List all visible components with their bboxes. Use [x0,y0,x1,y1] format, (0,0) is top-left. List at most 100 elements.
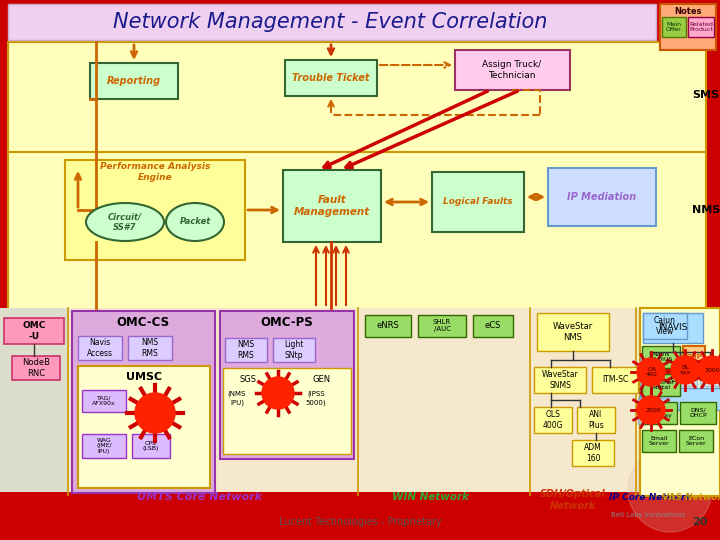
Bar [673,358,697,386]
Text: 5000): 5000) [306,400,326,406]
Text: GEN: GEN [313,375,331,384]
Bar [683,346,705,368]
Text: NodeB
RNC: NodeB RNC [22,359,50,377]
Text: Main
Offer: Main Offer [666,22,682,32]
Text: Logical Faults: Logical Faults [444,198,513,206]
Text: 20: 20 [693,517,708,527]
Ellipse shape [86,203,164,241]
Text: Related
Product: Related Product [689,22,713,32]
Circle shape [637,358,665,386]
Text: SGS: SGS [240,375,256,384]
Text: Lucent Technologies - Proprietary: Lucent Technologies - Proprietary [279,517,441,527]
Text: IP Mediation: IP Mediation [567,192,636,202]
Bar [8,4,656,40]
Text: IP Core Network: IP Core Network [608,492,691,502]
Text: WaveStar
SNMS: WaveStar SNMS [541,370,578,390]
Text: Assign Truck/
Technician: Assign Truck/ Technician [482,60,541,80]
Bar [592,367,638,393]
Bar [537,313,609,351]
Bar [220,311,354,459]
Text: QUP: QUP [685,354,703,360]
Ellipse shape [166,203,224,241]
Bar [640,308,720,496]
Text: WAG
(JME/
IPU): WAG (JME/ IPU) [96,438,112,454]
Circle shape [135,393,175,433]
Text: ECon
Server: ECon Server [685,436,706,447]
Text: OMC
-U: OMC -U [22,321,45,341]
Text: Reporting: Reporting [107,76,161,86]
Text: Email
Server: Email Server [649,436,670,447]
Text: (NMS: (NMS [228,391,246,397]
Text: Cajun
View: Cajun View [654,316,676,336]
Text: VAS Network: VAS Network [662,492,720,502]
Circle shape [637,396,665,424]
Text: CPS
(LSB): CPS (LSB) [143,441,159,451]
Text: NMS
RMS: NMS RMS [141,338,158,357]
Text: 2500: 2500 [645,408,661,414]
Bar [82,434,126,458]
Text: Network Management - Event Correlation: Network Management - Event Correlation [113,12,547,32]
Bar [642,430,676,452]
Text: WAP
Gateway: WAP Gateway [645,408,673,418]
Text: WIN Network: WIN Network [392,492,469,502]
Circle shape [671,356,699,384]
Text: Circuit/
SS#7: Circuit/ SS#7 [108,212,142,232]
Bar [455,50,570,90]
Bar [65,160,245,260]
Bar [4,318,64,344]
Bar [642,402,677,424]
Bar [642,374,680,396]
Bar [283,170,381,242]
Text: BL
xxx: BL xxx [680,364,690,375]
Text: NMS
RMS: NMS RMS [238,340,255,360]
Bar [12,356,60,380]
Text: TAG/
AFX90x: TAG/ AFX90x [92,396,116,407]
Bar [223,368,351,454]
Bar [225,338,267,362]
Text: (IPSS: (IPSS [307,391,325,397]
Text: Bell Labs Innovations: Bell Labs Innovations [611,512,685,518]
Bar [72,311,215,493]
Text: UTRAN: UTRAN [14,492,54,502]
Bar [643,313,703,343]
Text: ANI
Plus: ANI Plus [588,410,604,430]
Bar [365,315,411,337]
Bar [90,63,178,99]
Text: UMTS Core Network: UMTS Core Network [138,492,263,502]
Text: eCS: eCS [485,321,501,330]
Circle shape [262,377,294,409]
Bar [0,308,720,503]
Bar [548,168,656,226]
Text: Navis
RADIUS: Navis RADIUS [649,352,672,362]
Text: SDH/Optical
Network: SDH/Optical Network [540,489,606,511]
Bar [577,407,615,433]
Text: DNS/
DHCP: DNS/ DHCP [689,408,707,418]
Text: UMSC: UMSC [126,372,162,382]
Text: 3000: 3000 [704,368,720,373]
Bar [78,336,122,360]
Bar [638,398,668,424]
Text: OA
460: OA 460 [646,367,658,377]
Text: INAVIS: INAVIS [658,323,688,333]
Bar [640,358,664,386]
Text: SHLR
/AUC: SHLR /AUC [433,320,451,333]
Circle shape [628,448,712,532]
Text: Navis
Access: Navis Access [87,338,113,357]
Bar [642,346,680,368]
Bar [688,17,714,37]
Bar [132,434,170,458]
Text: Cajun: Cajun [671,375,693,384]
Bar [418,315,466,337]
Text: NMS: NMS [692,205,720,215]
Bar [78,366,210,488]
Bar [534,407,572,433]
Circle shape [698,356,720,384]
Bar [0,492,720,540]
Text: eNRS: eNRS [377,321,400,330]
Bar [285,60,377,96]
Bar [572,440,614,466]
Bar [0,308,68,503]
Text: Packet: Packet [179,218,211,226]
Text: Notes: Notes [674,6,702,16]
Bar [700,358,720,386]
